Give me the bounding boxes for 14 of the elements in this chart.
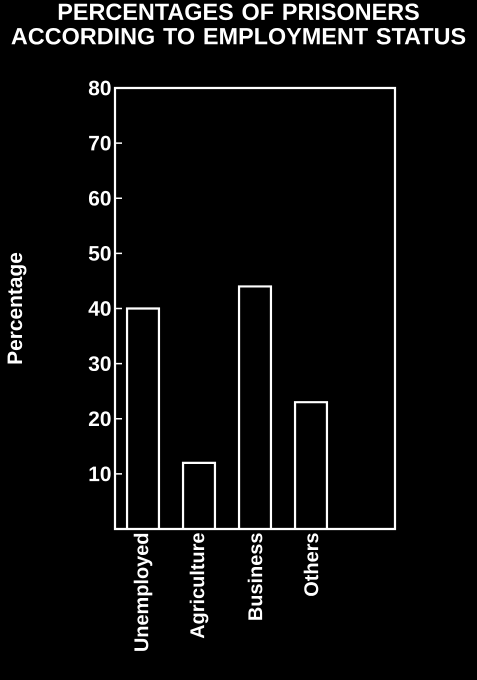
x-tick-label: Others — [304, 533, 318, 596]
y-tick-label: 80 — [88, 80, 111, 96]
y-tick-label: 40 — [88, 301, 111, 316]
y-tick-label: 10 — [90, 466, 111, 482]
y-tick-label: 50 — [88, 246, 111, 261]
x-tick-label: Unemployed — [134, 534, 152, 651]
y-tick-label: 30 — [88, 356, 111, 372]
y-tick-label: 70 — [89, 136, 111, 151]
chart-title: PERCENTAGES OF PRISONERS ACCORDING TO EMPLOYMENT STATUS — [11, 4, 466, 45]
x-tick-label: Agriculture — [190, 533, 208, 638]
x-tick-label: Business — [248, 533, 262, 620]
y-tick-label: 60 — [88, 190, 111, 206]
y-axis-title: Percentage — [8, 252, 26, 364]
y-tick-label: 20 — [88, 411, 111, 426]
